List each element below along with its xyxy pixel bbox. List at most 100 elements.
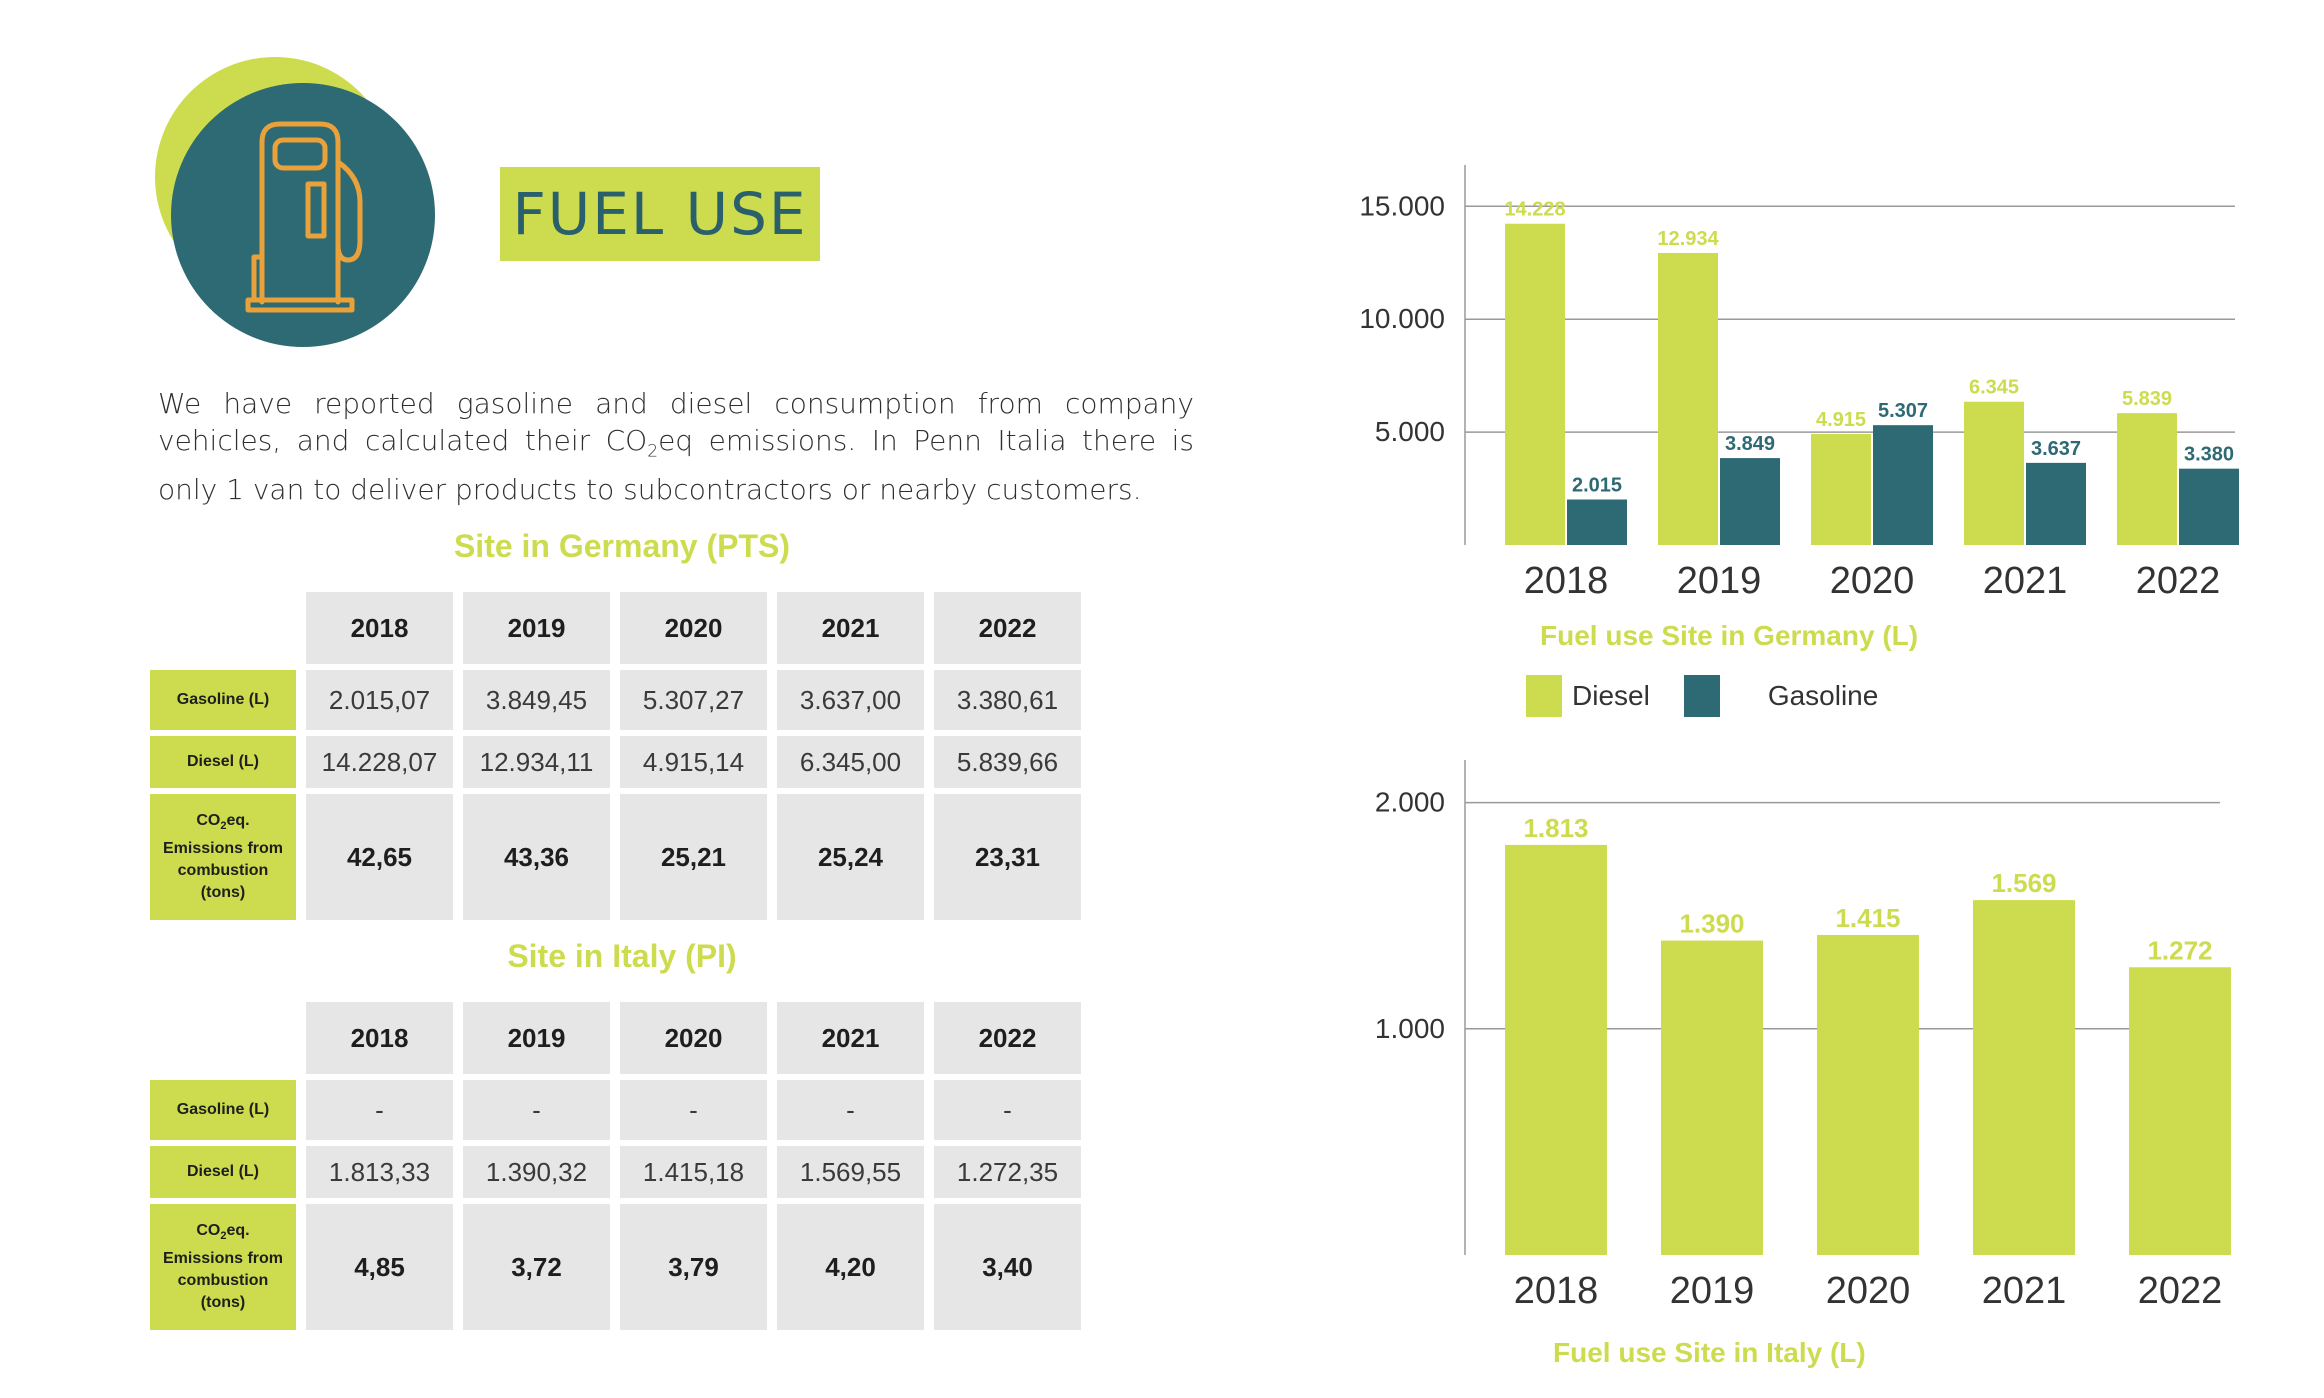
table-cell: 14.228,07: [306, 736, 453, 788]
year-header: 2022: [934, 592, 1081, 664]
x-tick-label: 2022: [2136, 560, 2221, 602]
bar-diesel: [1658, 252, 1718, 545]
table-row: Gasoline (L) - - - - -: [150, 1080, 1081, 1140]
bar-diesel: [1661, 940, 1763, 1255]
page-title-box: FUEL USE: [500, 167, 820, 261]
table-cell: 25,24: [777, 794, 924, 920]
x-tick-label: 2021: [1982, 1270, 2067, 1312]
row-label-co2: CO2eq. Emissions from combustion (tons): [150, 1204, 296, 1330]
x-tick-label: 2022: [2138, 1270, 2223, 1312]
row-label-gasoline: Gasoline (L): [150, 1080, 296, 1140]
germany-fuel-chart: 5.000 10.000 15.000 14.228 2.015 2018 12.934 3.…: [1359, 165, 2239, 602]
co2-label-line: combustion: [177, 861, 269, 879]
table-cell: 3.637,00: [777, 670, 924, 730]
table-cell: -: [777, 1080, 924, 1140]
table-cell: 1.415,18: [620, 1146, 767, 1198]
bar-diesel: [1964, 401, 2024, 545]
co2-label-line: Emissions from: [162, 839, 284, 857]
italy-table: 2018 2019 2020 2021 2022 Gasoline (L) - …: [140, 996, 1091, 1336]
table-cell: 4,85: [306, 1204, 453, 1330]
legend-swatch-diesel: [1526, 675, 1562, 717]
row-label-diesel: Diesel (L): [150, 736, 296, 788]
year-header: 2019: [463, 592, 610, 664]
co2-label-line: (tons): [200, 1293, 246, 1311]
y-tick-label: 1.000: [1375, 1013, 1445, 1044]
bar-value-label: 1.415: [1835, 903, 1900, 933]
table-cell: 6.345,00: [777, 736, 924, 788]
row-label-gasoline: Gasoline (L): [150, 670, 296, 730]
co2-label-line: combustion: [177, 1271, 269, 1289]
table-cell: 5.307,27: [620, 670, 767, 730]
bar-diesel: [1817, 934, 1919, 1255]
x-tick-label: 2019: [1677, 560, 1762, 602]
bar-gasoline: [1567, 499, 1627, 545]
table-cell: 43,36: [463, 794, 610, 920]
table-header-row: 2018 2019 2020 2021 2022: [150, 592, 1081, 664]
germany-chart-legend: Diesel Gasoline: [1526, 675, 1878, 717]
co2-label-line: (tons): [200, 883, 246, 901]
bar-value-label: 1.390: [1679, 909, 1744, 939]
germany-table-title: Site in Germany (PTS): [453, 528, 791, 564]
row-label-co2: CO2eq. Emissions from combustion (tons): [150, 794, 296, 920]
table-cell: -: [463, 1080, 610, 1140]
table-cell: 1.813,33: [306, 1146, 453, 1198]
x-tick-label: 2019: [1670, 1270, 1755, 1312]
table-row: Diesel (L) 1.813,33 1.390,32 1.415,18 1.…: [150, 1146, 1081, 1198]
intro-text-1: We have reported gasoline and diesel con…: [158, 387, 1194, 457]
bar-value-label: 2.015: [1572, 475, 1622, 497]
row-label-diesel: Diesel (L): [150, 1146, 296, 1198]
table-corner: [150, 1002, 296, 1074]
legend-label-gasoline: Gasoline: [1767, 680, 1879, 711]
y-tick-label: 2.000: [1375, 787, 1445, 818]
bar-value-label: 5.839: [2122, 388, 2172, 410]
table-cell: 12.934,11: [463, 736, 610, 788]
table-cell: 5.839,66: [934, 736, 1081, 788]
fuel-pump-badge: [150, 52, 450, 352]
bar-gasoline: [1873, 425, 1933, 545]
co2-label-line: CO2eq.: [196, 812, 250, 833]
table-cell: 3,79: [620, 1204, 767, 1330]
bar-value-label: 4.915: [1816, 409, 1866, 431]
table-cell: 3.849,45: [463, 670, 610, 730]
table-cell: -: [306, 1080, 453, 1140]
table-row: Diesel (L) 14.228,07 12.934,11 4.915,14 …: [150, 736, 1081, 788]
page-title: FUEL USE: [512, 180, 808, 248]
fuel-pump-icon: [155, 57, 435, 347]
year-header: 2021: [777, 1002, 924, 1074]
bar-diesel: [1811, 434, 1871, 545]
italy-table-title: Site in Italy (PI): [507, 938, 737, 974]
table-cell: 3.380,61: [934, 670, 1081, 730]
table-corner: [150, 592, 296, 664]
table-cell: 42,65: [306, 794, 453, 920]
x-tick-label: 2018: [1524, 560, 1609, 602]
year-header: 2019: [463, 1002, 610, 1074]
bar-diesel: [1505, 223, 1565, 545]
x-tick-label: 2020: [1826, 1270, 1911, 1312]
table-row: CO2eq. Emissions from combustion (tons) …: [150, 794, 1081, 920]
table-cell: -: [620, 1080, 767, 1140]
table-cell: 1.390,32: [463, 1146, 610, 1198]
year-header: 2020: [620, 1002, 767, 1074]
bar-value-label: 1.813: [1523, 813, 1588, 843]
intro-subscript: 2: [647, 441, 659, 462]
table-row: Gasoline (L) 2.015,07 3.849,45 5.307,27 …: [150, 670, 1081, 730]
co2-label-line: Emissions from: [162, 1249, 284, 1267]
bar-value-label: 3.380: [2184, 444, 2234, 466]
bar-diesel: [1505, 844, 1607, 1255]
bar-value-label: 14.228: [1504, 199, 1565, 221]
y-tick-label: 15.000: [1359, 190, 1445, 221]
x-tick-label: 2021: [1983, 560, 2068, 602]
year-header: 2021: [777, 592, 924, 664]
table-cell: 2.015,07: [306, 670, 453, 730]
bar-diesel: [2129, 967, 2231, 1255]
table-cell: 1.569,55: [777, 1146, 924, 1198]
table-cell: 3,72: [463, 1204, 610, 1330]
intro-paragraph: We have reported gasoline and diesel con…: [158, 385, 1194, 508]
germany-table: 2018 2019 2020 2021 2022 Gasoline (L) 2.…: [140, 586, 1091, 926]
co2-label-line: CO2eq.: [196, 1222, 250, 1243]
italy-fuel-chart: 1.000 2.000 1.813 2018 1.390 2019 1.415 2020 1.5…: [1375, 760, 2231, 1312]
bar-gasoline: [2026, 462, 2086, 545]
intro-text-2: eq emissions. In Penn Italia there is on…: [158, 424, 1194, 506]
year-header: 2020: [620, 592, 767, 664]
bar-diesel: [2117, 413, 2177, 545]
